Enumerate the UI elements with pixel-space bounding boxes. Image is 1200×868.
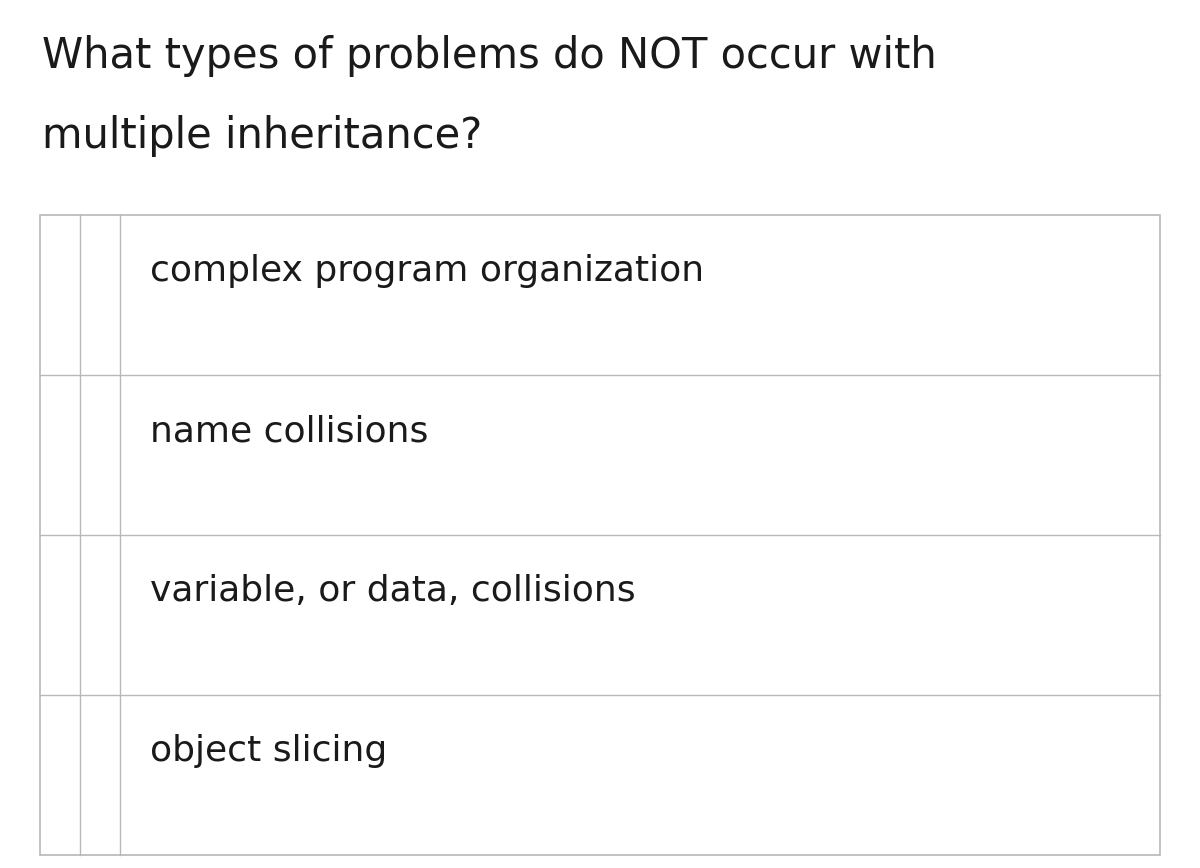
Text: variable, or data, collisions: variable, or data, collisions [150, 574, 636, 608]
Text: multiple inheritance?: multiple inheritance? [42, 115, 482, 157]
Text: object slicing: object slicing [150, 734, 388, 768]
Bar [40, 215, 1160, 855]
Text: What types of problems do NOT occur with: What types of problems do NOT occur with [42, 35, 937, 77]
Text: name collisions: name collisions [150, 414, 428, 448]
Text: complex program organization: complex program organization [150, 254, 704, 288]
